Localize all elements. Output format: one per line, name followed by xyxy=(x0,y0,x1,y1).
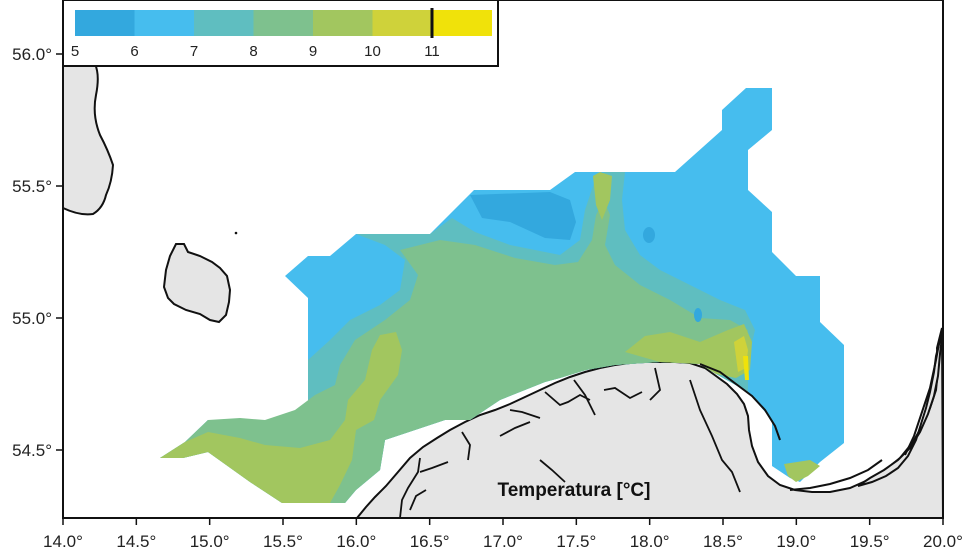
legend-swatch xyxy=(253,10,314,36)
river-l xyxy=(409,489,427,511)
legend-swatch xyxy=(134,10,195,36)
x-axis-labels: 14.0° 14.5° 15.0° 15.5° 16.0° 16.5° 17.0° 17.5°… xyxy=(43,532,963,551)
river-lines xyxy=(399,367,741,519)
temp-region-9-north xyxy=(593,172,612,220)
x-tick-label: 16.0° xyxy=(336,532,376,551)
bornholm-island xyxy=(162,243,232,324)
river-g xyxy=(573,379,596,416)
legend-label: 7 xyxy=(190,43,198,60)
river-f xyxy=(544,391,591,407)
river-h xyxy=(603,387,643,400)
legend-label: 11 xyxy=(424,43,440,60)
y-axis-ticks xyxy=(56,53,63,451)
vistula-spit xyxy=(789,459,883,491)
river-d xyxy=(499,421,531,437)
x-tick-label: 15.0° xyxy=(190,532,230,551)
x-tick-label: 17.0° xyxy=(483,532,523,551)
legend-swatch xyxy=(372,10,433,36)
river-i xyxy=(649,367,661,401)
legend-label: 6 xyxy=(130,43,138,60)
temp-region-9-south xyxy=(784,460,820,482)
temp-region-5-spot-b xyxy=(694,308,702,322)
temp-region-11 xyxy=(743,356,749,380)
legend-labels: 5 6 7 8 9 10 11 xyxy=(71,43,440,60)
land-layer xyxy=(62,63,945,519)
temp-region-8 xyxy=(160,200,748,503)
x-tick-label: 16.5° xyxy=(410,532,450,551)
legend-label: 8 xyxy=(249,43,257,60)
temp-region-9-west xyxy=(160,332,402,503)
temperature-field xyxy=(160,88,844,503)
legend-swatch xyxy=(194,10,254,36)
x-tick-label: 15.5° xyxy=(263,532,303,551)
temp-region-5-north xyxy=(470,192,576,240)
legend-swatch xyxy=(75,10,135,36)
temp-region-5-spot-a xyxy=(643,227,655,243)
x-axis-ticks xyxy=(62,518,944,525)
y-tick-label: 54.5° xyxy=(12,441,52,460)
hel-peninsula xyxy=(699,363,781,441)
color-legend: 5 6 7 8 9 10 11 xyxy=(62,0,499,67)
curonian-spit xyxy=(904,337,941,456)
river-b xyxy=(419,461,449,473)
x-tick-label: 19.0° xyxy=(776,532,816,551)
sweden-coast xyxy=(62,63,115,216)
legend-color-bar xyxy=(75,10,492,36)
x-tick-label: 17.5° xyxy=(556,532,596,551)
legend-label: 10 xyxy=(364,43,381,60)
x-tick-label: 14.0° xyxy=(43,532,83,551)
x-tick-label: 19.5° xyxy=(850,532,890,551)
river-k xyxy=(539,459,566,483)
x-tick-label: 14.5° xyxy=(116,532,156,551)
river-c xyxy=(461,431,471,461)
legend-label: 9 xyxy=(309,43,317,60)
river-e xyxy=(509,409,541,419)
x-tick-label: 18.5° xyxy=(703,532,743,551)
legend-label: 5 xyxy=(71,43,79,60)
islet-marker xyxy=(234,231,238,235)
y-tick-label: 56.0° xyxy=(12,45,52,64)
river-a xyxy=(399,457,421,519)
river-j xyxy=(689,379,741,493)
x-tick-label: 20.0° xyxy=(923,532,963,551)
map-title: Temperatura [°C] xyxy=(498,480,651,501)
y-axis-labels: 56.0° 55.5° 55.0° 54.5° xyxy=(12,45,52,460)
y-tick-label: 55.0° xyxy=(12,309,52,328)
x-tick-label: 18.0° xyxy=(630,532,670,551)
temp-region-9-gulf xyxy=(625,324,752,378)
legend-swatch xyxy=(432,10,492,36)
y-tick-label: 55.5° xyxy=(12,177,52,196)
spit-lines xyxy=(699,337,941,491)
legend-swatch xyxy=(313,10,373,36)
